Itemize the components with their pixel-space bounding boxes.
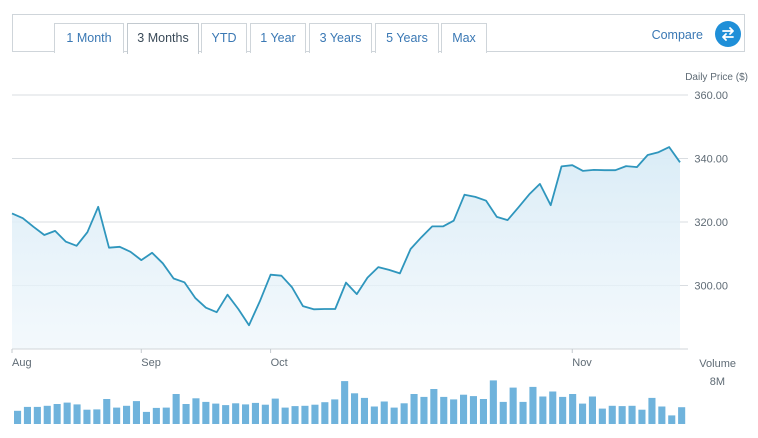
volume-bar [658,406,666,424]
price-area [12,147,680,349]
price-axis-title: Daily Price ($) [685,72,748,83]
volume-bar [559,396,567,424]
volume-bar [529,386,537,424]
volume-bar [380,401,388,424]
x-axis-month-label: Nov [572,357,592,369]
volume-bar [33,406,41,424]
x-axis-month-label: Oct [271,357,288,369]
volume-bar [370,406,378,424]
volume-axis-title: Volume [699,358,736,370]
volume-bar [638,409,646,424]
volume-bar [222,405,230,424]
volume-bar [341,381,349,424]
volume-bar [569,394,577,424]
volume-bar [400,403,408,424]
tab-5-years[interactable]: 5 Years [375,23,439,53]
volume-bar [14,410,22,424]
range-toolbar: 1 Month 3 Months YTD 1 Year 3 Years 5 Ye… [12,14,745,54]
volume-bar [549,391,557,424]
volume-bar [360,397,368,424]
volume-bar [73,404,81,424]
tab-ytd[interactable]: YTD [201,23,247,53]
volume-bar [321,402,329,424]
volume-bar [608,405,616,424]
volume-bar [301,405,309,424]
volume-bar [162,407,170,424]
volume-bar [311,404,319,424]
x-axis-month-label: Aug [12,357,32,369]
volume-bar [251,402,259,424]
volume-bar [450,399,458,424]
volume-bar [63,402,71,424]
tab-3-months[interactable]: 3 Months [127,23,199,54]
volume-bar [172,394,180,424]
volume-bar [331,399,339,424]
volume-bar [489,380,497,424]
volume-bar [648,397,656,424]
volume-bar [192,398,200,424]
volume-bar [113,407,121,424]
volume-bar [420,396,428,424]
volume-bar [182,404,190,424]
tab-max[interactable]: Max [441,23,487,53]
volume-bar [23,406,31,424]
volume-bar [53,404,61,424]
volume-bar [460,394,468,424]
compare-label[interactable]: Compare [651,28,703,42]
volume-bar [103,399,111,424]
volume-bar [430,389,438,424]
volume-bar [142,411,150,424]
volume-bar [479,399,487,424]
compare-button[interactable] [715,21,741,47]
tab-1-year[interactable]: 1 Year [250,23,306,53]
volume-bar [271,398,279,424]
volume-bar [281,407,289,424]
volume-bar [232,403,240,424]
volume-bar [410,394,418,424]
volume-bar [242,404,250,424]
volume-bar [212,403,220,424]
x-axis-month-label: Sep [141,357,161,369]
volume-bar [390,407,398,424]
volume-bar [469,396,477,424]
volume-bar [123,405,131,424]
volume-bar [598,408,606,424]
price-y-tick-label: 300.00 [694,281,728,293]
volume-bar [588,396,596,424]
volume-bar [579,403,587,424]
volume-bar [351,393,359,424]
volume-bar [618,406,626,424]
volume-bar [678,407,686,424]
price-y-tick-label: 320.00 [694,217,728,229]
volume-bar [291,406,299,424]
volume-bar [519,401,527,424]
volume-bar [202,401,210,424]
tab-3-years[interactable]: 3 Years [309,23,372,53]
volume-bar [668,415,676,424]
volume-bar [509,387,517,424]
volume-bar [93,409,101,424]
swap-arrows-icon [722,27,734,41]
volume-bar [261,404,269,424]
tab-1-month[interactable]: 1 Month [54,23,124,53]
volume-bar [132,401,140,424]
price-y-tick-label: 340.00 [694,154,728,166]
price-line [11,146,681,327]
volume-bar [440,396,448,424]
volume-bar [539,396,547,424]
x-axis-month-labels: Aug Sep Oct Nov [11,349,592,369]
volume-bar [83,409,91,424]
volume-bar [152,407,160,424]
price-y-tick-labels: 360.00 340.00 320.00 300.00 [694,90,728,293]
volume-bar [43,405,51,424]
price-y-tick-label: 360.00 [694,90,728,102]
volume-bar [499,401,507,424]
volume-bar [628,405,636,424]
volume-axis-unit: 8M [710,376,725,388]
volume-bars [14,380,686,424]
